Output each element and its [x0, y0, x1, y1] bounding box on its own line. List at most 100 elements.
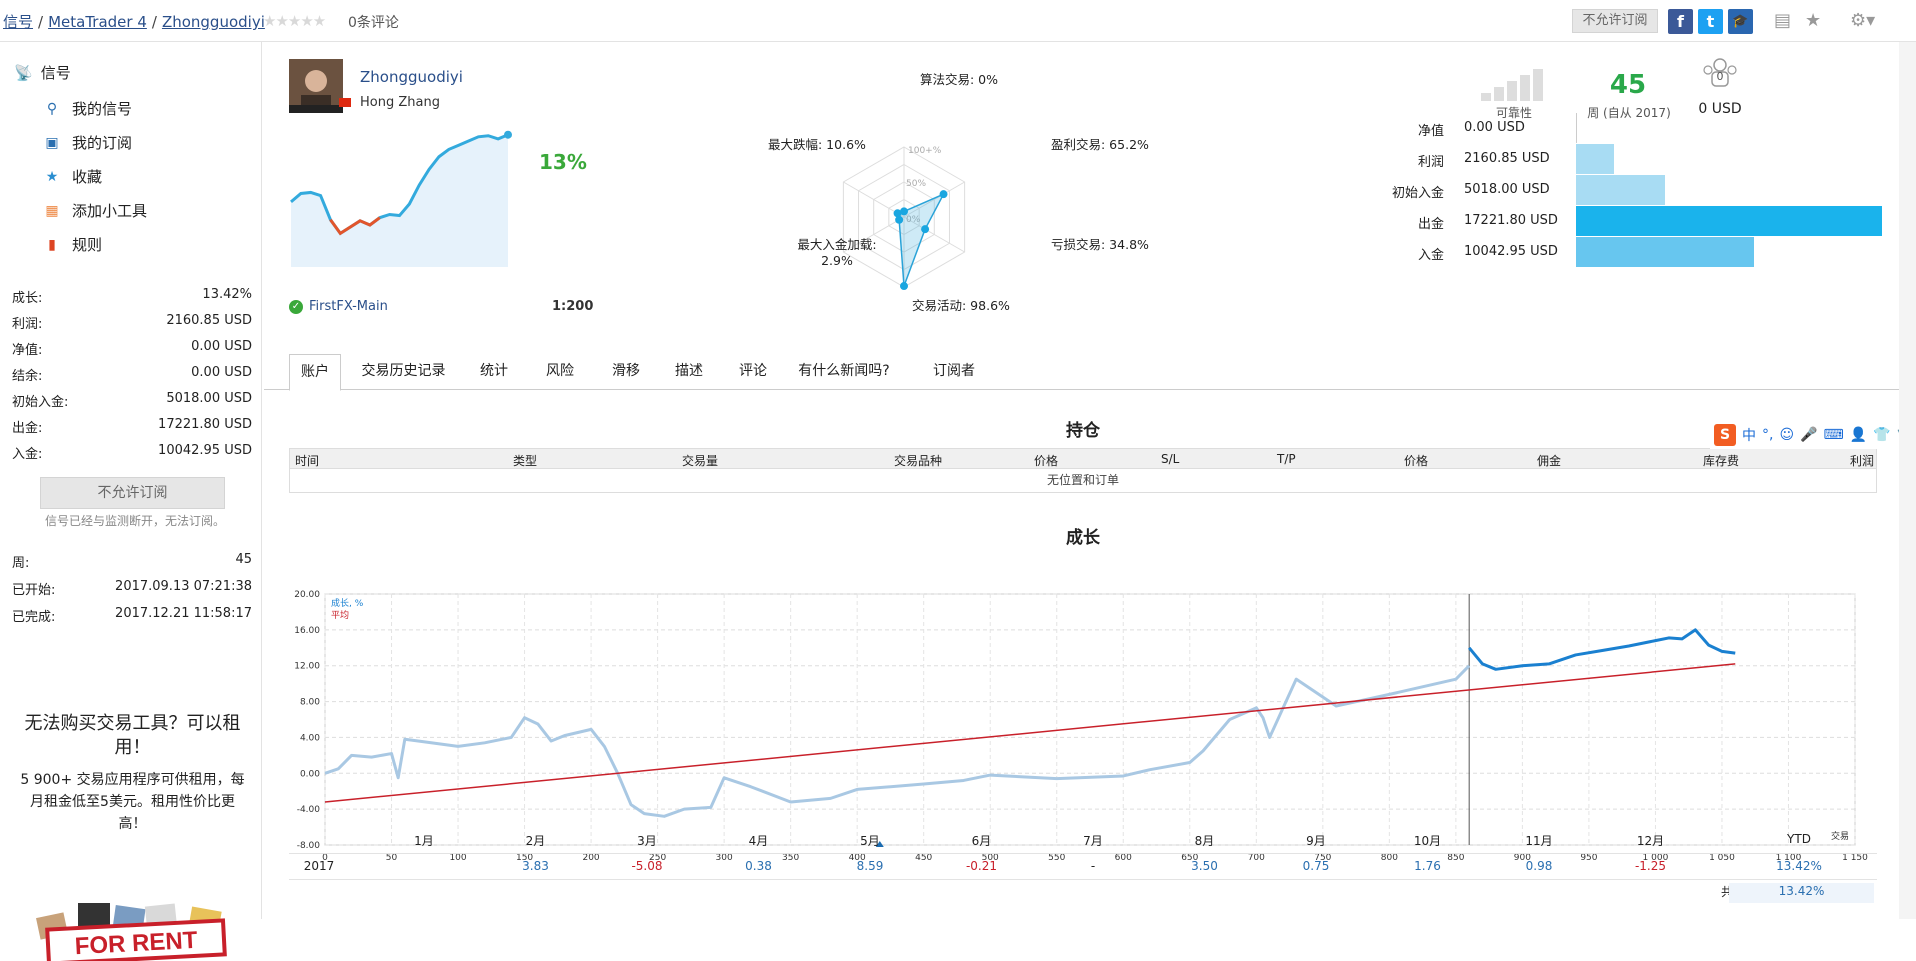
- col-header: 交易品种: [894, 454, 943, 468]
- ime-user-icon[interactable]: 👤: [1849, 427, 1868, 443]
- bookmark-list-icon[interactable]: ▤: [1774, 10, 1792, 31]
- bar-value: 17221.80 USD: [1464, 213, 1558, 228]
- tab-reviews[interactable]: 评论: [739, 363, 767, 379]
- info-weeks: 周: 45: [12, 552, 252, 571]
- breadcrumb-signals-link[interactable]: 信号: [3, 13, 34, 31]
- x-tick-label: 350: [782, 853, 799, 863]
- stat-value: 10042.95 USD: [158, 443, 252, 458]
- radar-label-max-load: 最大入金加载: 2.9%: [782, 234, 892, 268]
- top-bar: 信号 / MetaTrader 4/Zhongguodiyi ★★★★★ 0条评论 …: [0, 0, 1916, 42]
- breadcrumb-separator: /: [38, 13, 44, 31]
- bookmark-icon: ▮: [48, 236, 56, 253]
- twitter-share-icon[interactable]: t: [1698, 9, 1723, 34]
- col-header: 交易量: [682, 454, 719, 468]
- sidebar-item-my-signals[interactable]: ⚲ 我的信号: [44, 98, 132, 119]
- month-value: 3.50: [1191, 859, 1218, 873]
- y-tick-label: 20.00: [294, 590, 320, 600]
- rent-title[interactable]: 无法购买交易工具？可以租用！: [24, 713, 241, 758]
- tab-slippage[interactable]: 滑移: [612, 363, 640, 379]
- x-tick-label: 500: [982, 853, 999, 863]
- info-label: 已完成:: [12, 610, 56, 625]
- month-value: 3.83: [522, 859, 549, 873]
- scrollbar[interactable]: [1899, 42, 1916, 919]
- stat-growth: 成长: 13.42%: [12, 287, 252, 306]
- subscribers-icon: [1703, 58, 1737, 87]
- tab-description[interactable]: 描述: [675, 363, 703, 379]
- for-rent-banner-image[interactable]: FOR RENT: [30, 897, 240, 961]
- positions-table-header: 时间 类型 交易量 交易品种 价格 S/L T/P 价格 佣金 库存费 利润: [289, 448, 1877, 469]
- ime-toolbar[interactable]: S 中 °, ☺ 🎤 ⌨ 👤 👕 🔧: [1710, 421, 1916, 449]
- growth-chart-title: 成长: [1066, 528, 1100, 548]
- radar-axis: [903, 181, 965, 218]
- radar-point: [921, 225, 930, 234]
- col-header: 库存费: [1703, 454, 1740, 468]
- facebook-share-icon[interactable]: f: [1668, 9, 1693, 34]
- x-tick-label: 450: [915, 853, 932, 863]
- sidebar-item-favorites[interactable]: ★ 收藏: [44, 166, 102, 187]
- months-row: 1月 2月 3月 4月 5月 6月 7月 8月 9月 10月 11月 12月 YTD: [289, 826, 1877, 854]
- ytd-value: 13.42%: [1776, 859, 1822, 873]
- provider-name[interactable]: Zhongguodiyi: [360, 68, 463, 86]
- ime-punctuation-icon[interactable]: °,: [1762, 427, 1774, 443]
- sidebar-item-widgets[interactable]: ▦ 添加小工具: [44, 200, 147, 221]
- x-axis-label: 交易: [1831, 830, 1849, 842]
- month-value: -: [1090, 859, 1096, 873]
- tab-history[interactable]: 交易历史记录: [361, 363, 446, 379]
- ime-skin-icon[interactable]: 👕: [1873, 427, 1891, 443]
- tab-account[interactable]: 账户: [289, 354, 341, 391]
- sidebar: 📡 信号 ⚲ 我的信号 ▣ 我的订阅 ★ 收藏 ▦ 添加小工具 ▮ 规则 成长:…: [0, 42, 262, 961]
- main-content: Zhongguodiyi Hong Zhang 13% ✓ FirstFX-Ma…: [264, 42, 1916, 919]
- graduation-cap-icon[interactable]: 🎓: [1728, 9, 1753, 34]
- ime-microphone-icon[interactable]: 🎤: [1800, 427, 1818, 443]
- radar-point: [893, 209, 902, 218]
- x-tick-label: 750: [1314, 853, 1331, 863]
- breadcrumb-mt4-link[interactable]: MetaTrader 4: [48, 13, 147, 31]
- series-line: [324, 663, 1736, 803]
- info-label: 周:: [12, 556, 30, 571]
- breadcrumb-signal-link[interactable]: Zhongguodiyi: [161, 13, 265, 31]
- sidebar-item-label: 规则: [72, 236, 103, 254]
- tab-statistics[interactable]: 统计: [480, 363, 508, 379]
- sparkline-area: [291, 134, 508, 267]
- month-value: 0.98: [1525, 859, 1553, 873]
- info-value: 2017.09.13 07:21:38: [115, 579, 252, 594]
- ime-keyboard-icon[interactable]: ⌨: [1823, 427, 1844, 443]
- y-tick-label: 16.00: [294, 626, 320, 636]
- sidebar-item-rules[interactable]: ▮ 规则: [44, 234, 102, 255]
- sparkline-line: [290, 133, 509, 236]
- avatar[interactable]: [289, 59, 343, 113]
- broker-server[interactable]: ✓ FirstFX-Main: [289, 299, 388, 314]
- tab-subscribers[interactable]: 订阅者: [933, 363, 975, 379]
- col-header: 时间: [295, 454, 320, 468]
- stat-value: 5018.00 USD: [166, 391, 252, 406]
- ime-emoji-icon[interactable]: ☺: [1779, 427, 1795, 443]
- reliability-bars-icon: [1481, 69, 1543, 101]
- reviews-count[interactable]: 0条评论: [348, 15, 399, 31]
- sidebar-item-my-subscriptions[interactable]: ▣ 我的订阅: [44, 132, 132, 153]
- bar-label: 初始入金: [1391, 186, 1444, 201]
- radar-label-max-load-value: 2.9%: [821, 253, 853, 268]
- rating-stars[interactable]: ★★★★★: [263, 12, 326, 30]
- year-row: 2017 3.83 -5.08 0.38 8.59 -0.21 - 3.50 0.75 1.76 0…: [289, 852, 1877, 880]
- stat-label: 成长:: [12, 291, 43, 306]
- sidebar-no-subscribe-button[interactable]: 不允许订阅: [40, 477, 225, 509]
- favorite-star-icon[interactable]: ★: [1805, 10, 1822, 31]
- x-tick-label: 1 100: [1776, 853, 1802, 863]
- sidebar-header-label: 信号: [40, 64, 71, 82]
- y-tick-label: 0.00: [300, 769, 320, 779]
- sidebar-header[interactable]: 📡 信号: [14, 62, 71, 83]
- no-subscribe-button[interactable]: 不允许订阅: [1572, 9, 1658, 33]
- col-header: 佣金: [1537, 454, 1562, 468]
- info-value: 45: [235, 552, 252, 567]
- x-tick-label: 600: [1115, 853, 1132, 863]
- sparkline-drawdown: [329, 216, 381, 236]
- tab-news[interactable]: 有什么新闻吗?: [798, 363, 890, 379]
- gear-icon[interactable]: ⚙▾: [1850, 10, 1876, 31]
- x-tick-label: 1 000: [1643, 853, 1669, 863]
- month-header: 9月: [1306, 834, 1326, 848]
- ime-chinese-icon[interactable]: 中: [1742, 428, 1756, 444]
- sidebar-item-label: 我的订阅: [72, 134, 133, 152]
- weeks-count: 45: [1609, 70, 1647, 100]
- reliability-label: 可靠性: [1495, 106, 1532, 120]
- tab-risks[interactable]: 风险: [546, 363, 574, 379]
